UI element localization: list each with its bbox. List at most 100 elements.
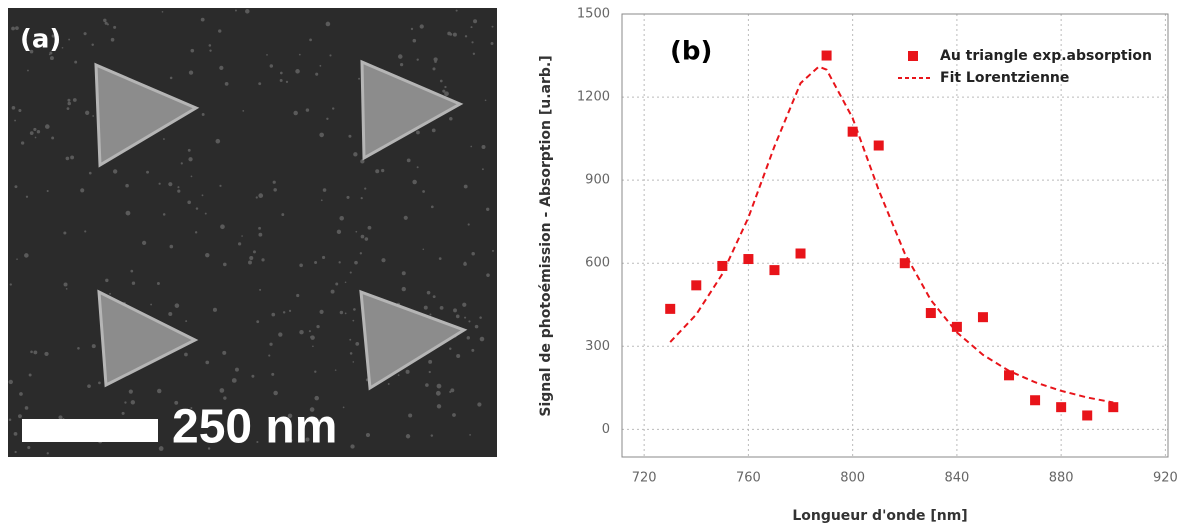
speckle <box>269 64 274 68</box>
data-point <box>743 254 754 265</box>
speckle <box>471 41 474 44</box>
speckle <box>444 85 447 89</box>
speckle <box>315 72 319 76</box>
speckle <box>124 401 127 404</box>
speckle <box>479 316 482 319</box>
speckle <box>453 308 457 313</box>
speckle <box>449 116 453 121</box>
speckle <box>401 271 406 276</box>
speckle <box>360 234 365 239</box>
speckle <box>51 136 55 140</box>
speckle <box>473 19 478 24</box>
speckle <box>335 282 339 286</box>
speckle <box>349 338 352 341</box>
speckle <box>91 344 96 349</box>
speckle <box>80 188 85 193</box>
speckle <box>464 316 467 319</box>
x-tick-label: 720 <box>632 471 657 486</box>
speckle <box>302 429 305 432</box>
speckle <box>344 281 347 284</box>
speckle <box>33 350 38 355</box>
speckle <box>490 42 494 45</box>
speckle <box>223 396 227 400</box>
speckle <box>16 258 18 260</box>
speckle <box>456 353 461 358</box>
speckle <box>46 189 49 193</box>
speckle <box>258 226 261 230</box>
data-point <box>951 321 962 332</box>
speckle <box>224 82 229 86</box>
speckle <box>329 54 332 57</box>
speckle <box>252 250 256 254</box>
speckle <box>258 232 263 237</box>
speckle <box>83 32 87 36</box>
speckle <box>98 381 101 385</box>
speckle <box>308 330 311 333</box>
speckle <box>169 76 173 80</box>
speckle <box>416 58 419 61</box>
speckle <box>397 54 403 59</box>
speckle <box>27 445 31 450</box>
speckle <box>353 308 356 311</box>
speckle <box>491 25 494 28</box>
speckle <box>24 406 29 410</box>
speckle <box>237 242 242 246</box>
speckle <box>325 21 331 27</box>
speckle <box>190 48 195 53</box>
speckle <box>161 11 164 13</box>
speckle <box>484 99 487 102</box>
speckle <box>195 207 199 210</box>
speckle <box>132 281 136 285</box>
speckle <box>130 269 134 273</box>
speckle <box>316 324 320 329</box>
speckle <box>367 225 372 230</box>
speckle <box>423 305 428 310</box>
speckle <box>209 49 212 52</box>
speckle <box>338 261 341 264</box>
speckle <box>355 341 360 346</box>
speckle <box>105 278 109 283</box>
speckle <box>438 257 442 261</box>
speckle <box>18 414 22 419</box>
speckle <box>219 65 224 70</box>
speckle <box>58 415 63 420</box>
speckle <box>312 345 314 348</box>
speckle <box>474 324 479 329</box>
speckle <box>188 70 194 75</box>
speckle <box>309 38 312 42</box>
speckle <box>431 128 436 133</box>
speckle <box>352 319 355 322</box>
speckle <box>203 412 208 417</box>
speckle <box>168 312 173 317</box>
speckle <box>467 223 470 226</box>
speckle <box>405 434 411 439</box>
speckle <box>177 186 180 189</box>
speckle <box>416 130 420 135</box>
speckle <box>381 258 386 263</box>
speckle <box>113 25 117 29</box>
triangle <box>94 62 200 168</box>
speckle <box>428 359 433 364</box>
speckle <box>194 231 198 234</box>
scale-label: 250 nm <box>172 401 337 454</box>
speckle <box>8 379 13 385</box>
speckle <box>169 244 174 249</box>
speckle <box>112 169 118 174</box>
speckle <box>358 77 361 80</box>
speckle <box>200 17 205 22</box>
speckle <box>220 224 225 230</box>
speckle <box>434 60 437 63</box>
speckle <box>201 113 205 116</box>
speckle <box>422 248 425 251</box>
speckle <box>18 108 22 113</box>
data-point <box>1004 370 1015 381</box>
speckle <box>20 141 25 145</box>
legend-marker <box>908 51 918 61</box>
data-point <box>691 280 702 291</box>
speckle <box>88 171 92 175</box>
speckle <box>109 292 112 295</box>
plot-frame <box>621 13 1169 458</box>
speckle <box>319 64 322 67</box>
speckle <box>204 212 207 215</box>
speckle <box>354 260 358 265</box>
